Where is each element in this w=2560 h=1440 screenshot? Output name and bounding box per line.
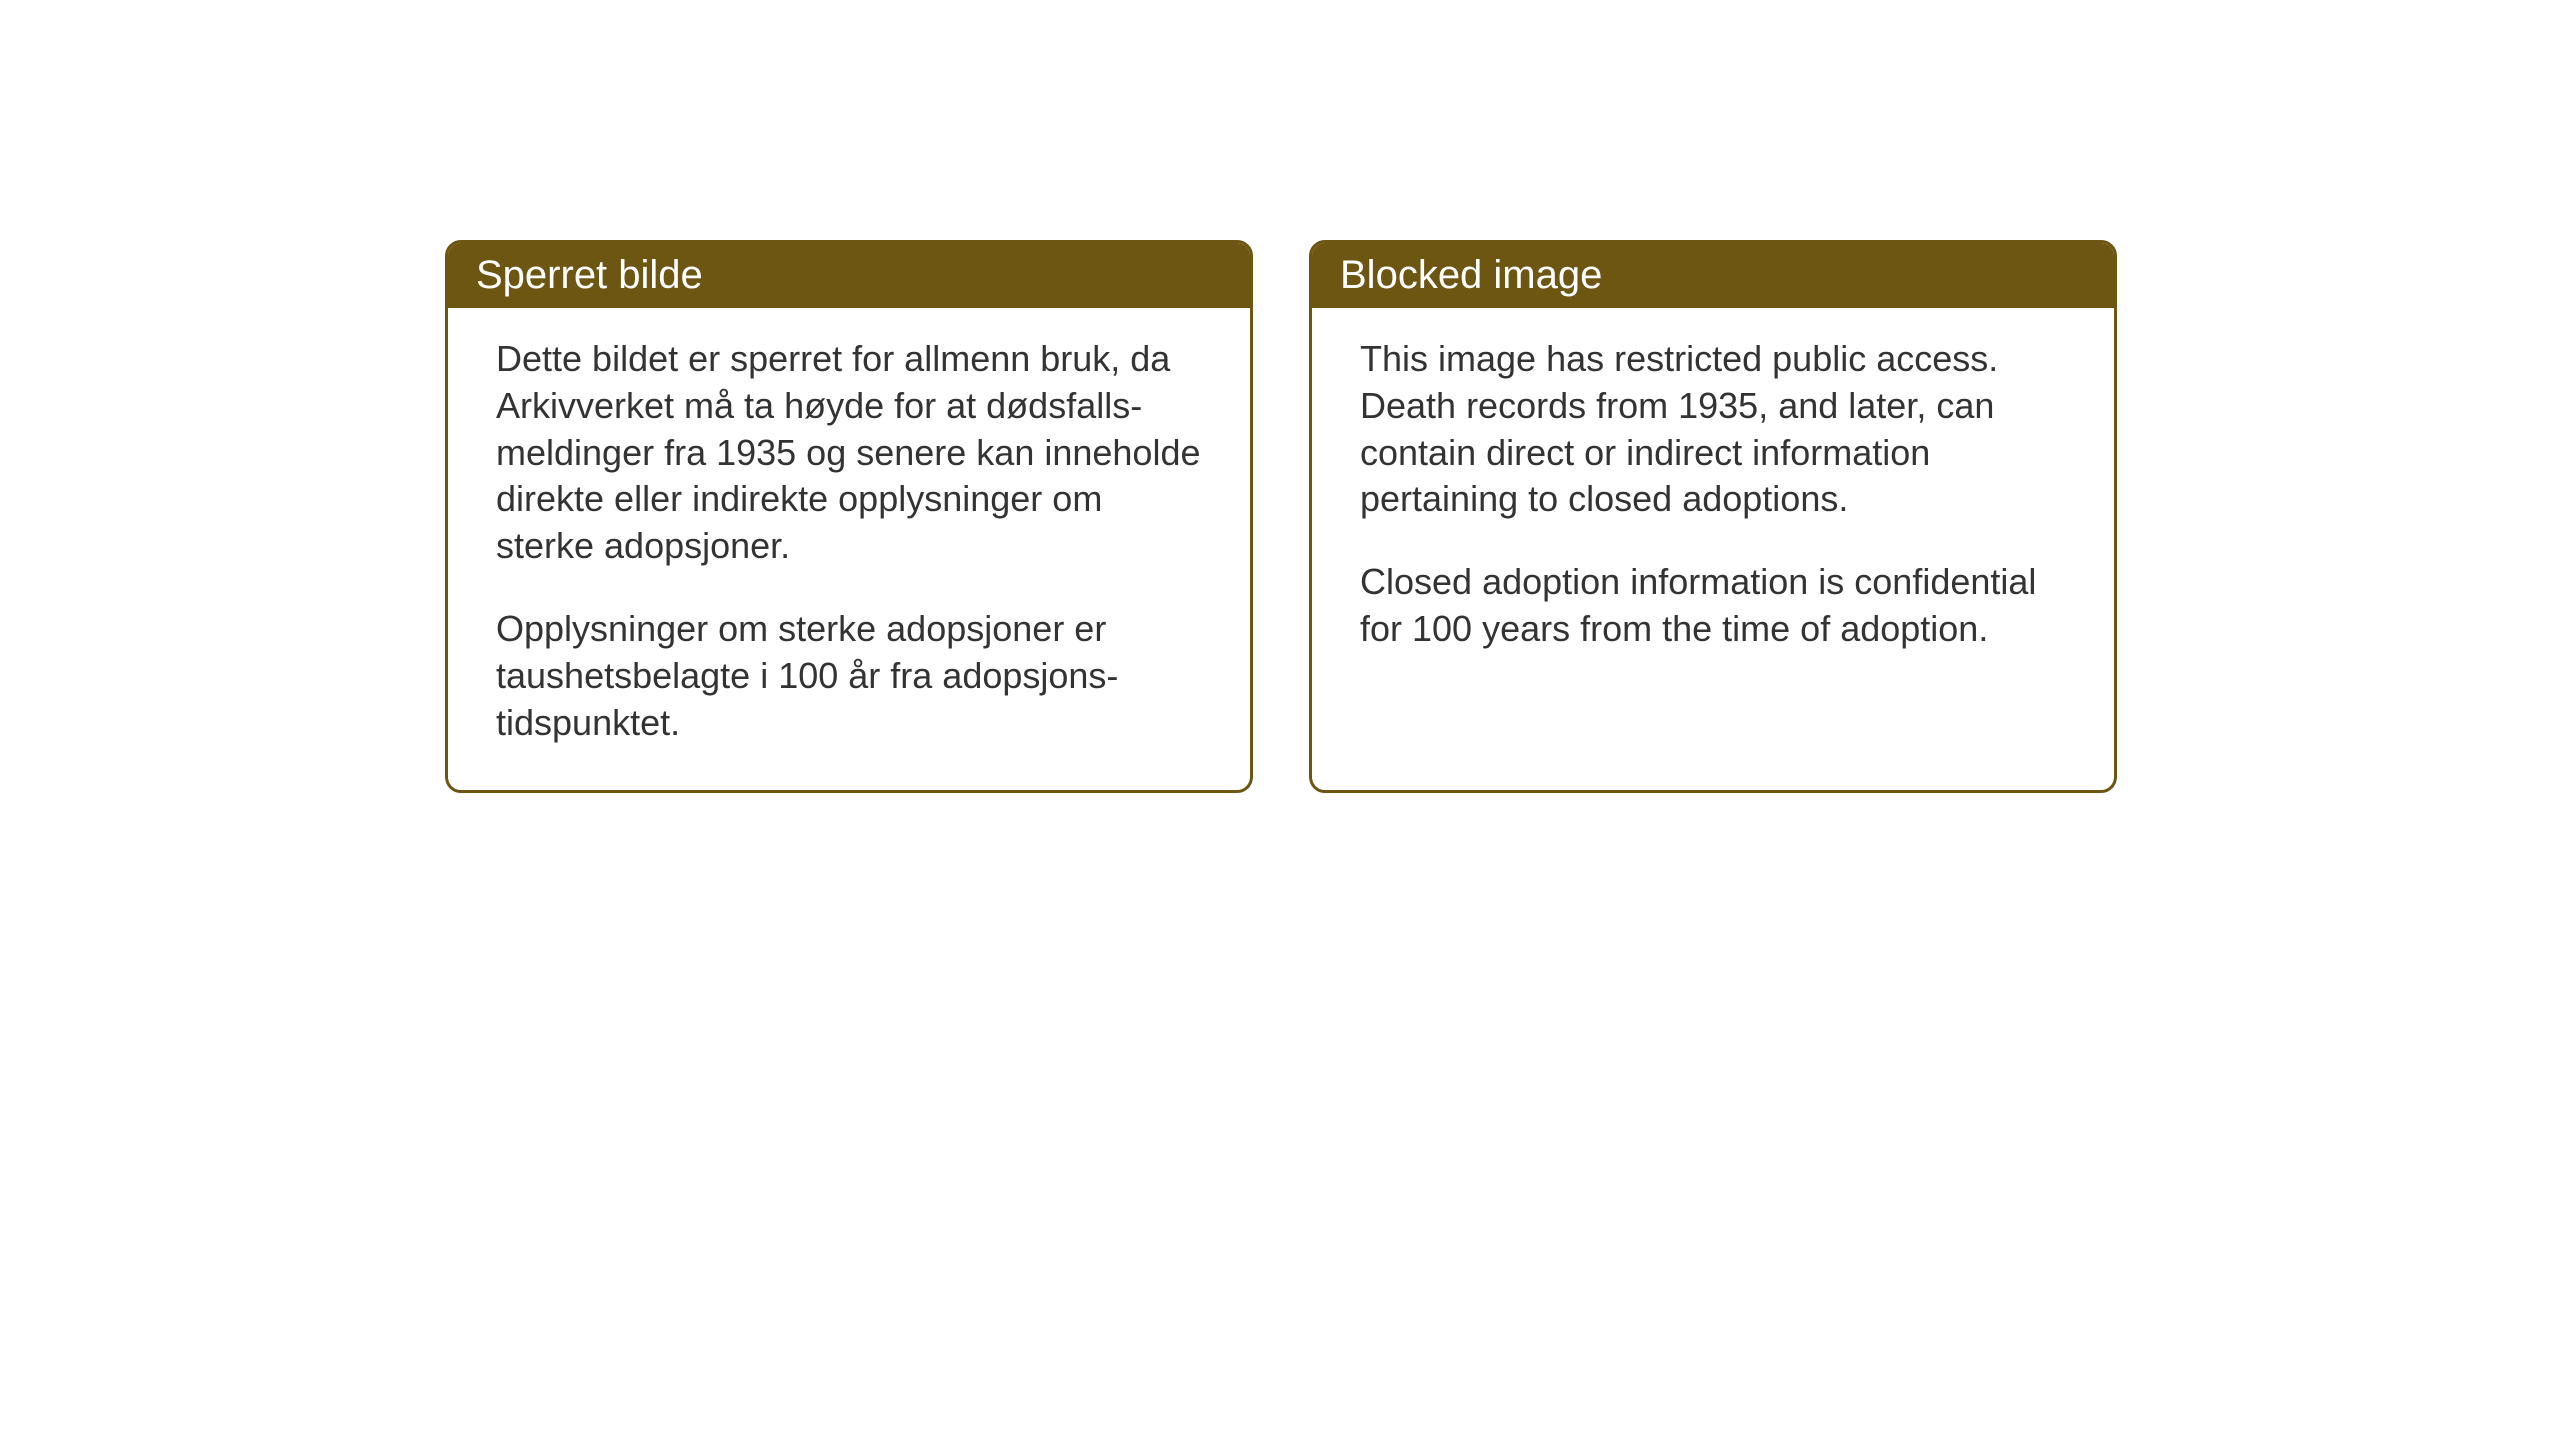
english-card-title: Blocked image [1312,243,2114,308]
norwegian-paragraph-1: Dette bildet er sperret for allmenn bruk… [496,336,1202,570]
english-notice-card: Blocked image This image has restricted … [1309,240,2117,793]
english-paragraph-2: Closed adoption information is confident… [1360,559,2066,653]
english-paragraph-1: This image has restricted public access.… [1360,336,2066,523]
norwegian-paragraph-2: Opplysninger om sterke adopsjoner er tau… [496,606,1202,746]
norwegian-notice-card: Sperret bilde Dette bildet er sperret fo… [445,240,1253,793]
norwegian-card-body: Dette bildet er sperret for allmenn bruk… [448,308,1250,790]
english-card-body: This image has restricted public access.… [1312,308,2114,697]
notice-cards-container: Sperret bilde Dette bildet er sperret fo… [445,240,2117,793]
norwegian-card-title: Sperret bilde [448,243,1250,308]
